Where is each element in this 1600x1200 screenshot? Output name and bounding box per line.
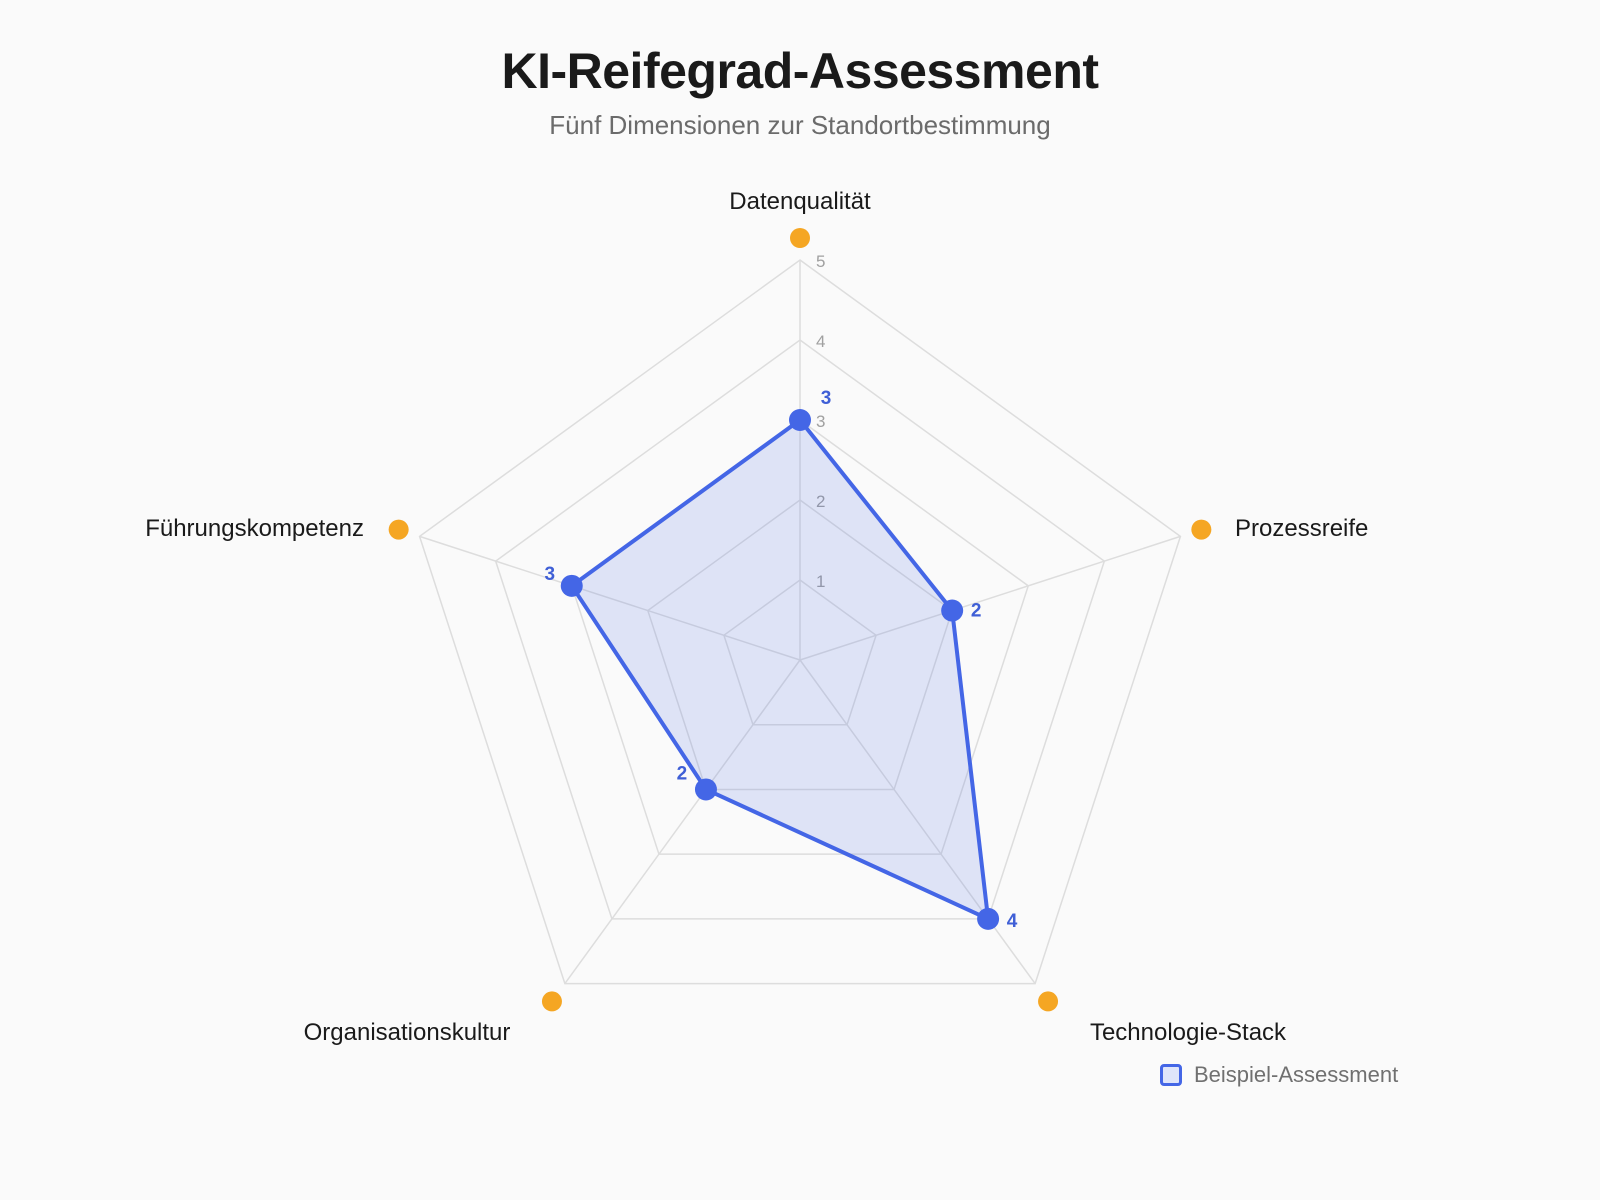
axis-spoke [419,535,801,661]
axis-spoke [799,659,1036,985]
axis-label-4: Führungskompetenz [145,515,364,542]
data-point [977,907,1000,930]
data-point [789,409,811,431]
axis-marker-icon [541,991,562,1012]
axis-marker-icon [1191,519,1212,540]
legend-swatch-icon [1160,1064,1182,1086]
tick-label: 3 [816,412,825,431]
tick-label: 5 [816,252,825,271]
tick-label: 4 [816,332,825,351]
data-value-label: 2 [677,763,688,784]
axis-label-1: Prozessreife [1235,515,1368,542]
axis-marker-icon [790,228,810,248]
grid-ring [646,499,954,791]
data-value-label: 4 [1007,911,1018,932]
tick-label: 1 [816,572,825,591]
legend-label: Beispiel-Assessment [1194,1062,1399,1087]
data-value-label: 3 [821,388,832,409]
data-point [941,599,964,622]
data-value-label: 3 [544,564,555,585]
axis-spoke [564,659,801,985]
grid-ring [723,579,877,726]
data-point [560,574,583,597]
tick-label: 2 [816,492,825,511]
grid-ring [418,259,1182,985]
axis-marker-icon [388,519,409,540]
chart-subtitle: Fünf Dimensionen zur Standortbestimmung [549,110,1051,140]
axis-marker-icon [1038,991,1059,1012]
data-point [694,778,717,801]
legend[interactable]: Beispiel-Assessment [1160,1062,1398,1088]
axis-spoke [799,535,1181,661]
axis-label-2: Technologie-Stack [1090,1019,1287,1046]
chart-title: KI-Reifegrad-Assessment [501,43,1099,99]
data-value-label: 2 [971,601,982,622]
grid-ring [494,339,1106,920]
axis-label-3: Organisationskultur [304,1019,511,1046]
series-area [569,418,991,921]
axis-label-0: Datenqualität [729,188,871,215]
